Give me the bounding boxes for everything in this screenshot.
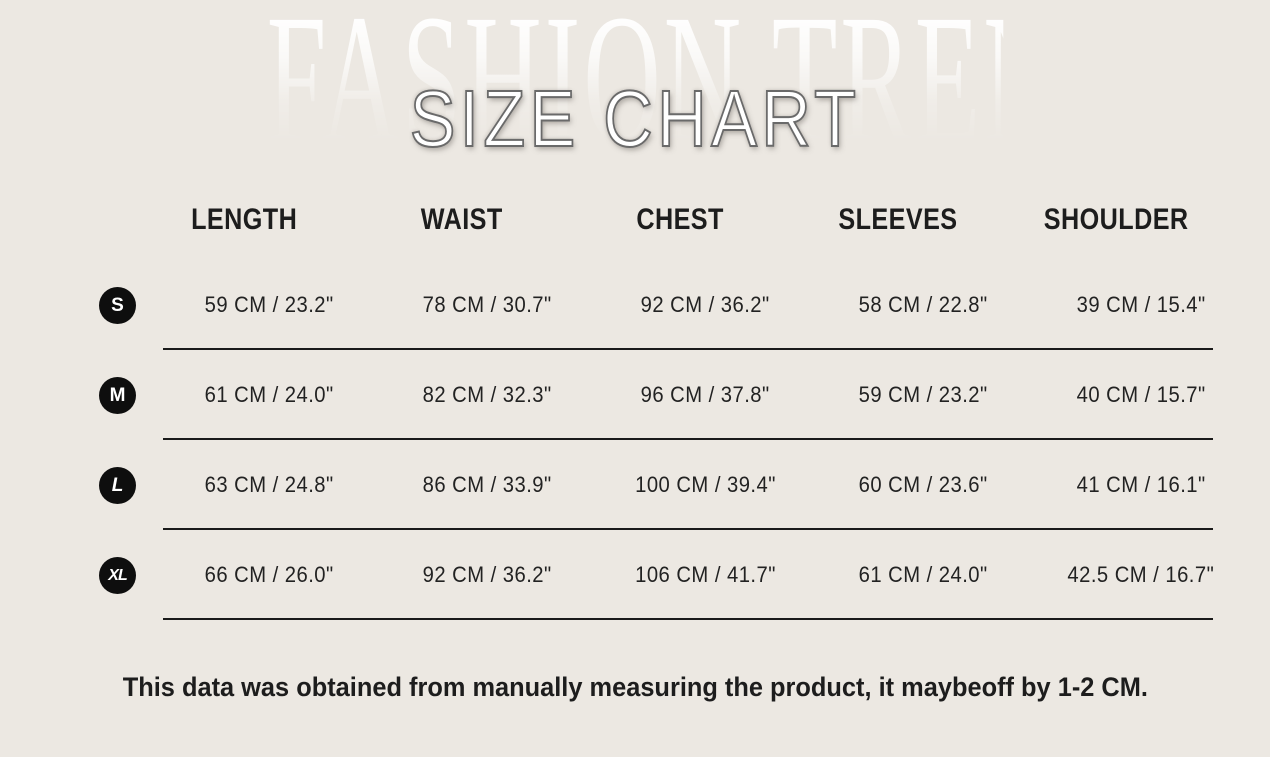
measurement-note: This data was obtained from manually mea… [122,672,1148,702]
cell-m-length: 61 CM / 24.0" [204,382,334,407]
size-table-body: S 59 CM / 23.2" 78 CM / 30.7" 92 CM / 36… [0,260,1270,620]
cell-l-length: 63 CM / 24.8" [204,472,334,497]
cell-m-sleeves: 59 CM / 23.2" [858,382,988,407]
column-header-waist: WAIST [421,203,503,236]
column-header-shoulder: SHOULDER [1043,203,1189,236]
row-divider [163,618,1213,620]
page-title: SIZE CHART [409,74,861,163]
cell-xl-chest: 106 CM / 41.7" [634,562,776,587]
size-badge-xl: XL [99,557,136,594]
size-badge-m: M [99,377,136,414]
cell-xl-waist: 92 CM / 36.2" [422,562,552,587]
cell-s-length: 59 CM / 23.2" [204,292,334,317]
row-cells: 63 CM / 24.8" 86 CM / 33.9" 100 CM / 39.… [160,440,1250,530]
row-cells: 59 CM / 23.2" 78 CM / 30.7" 92 CM / 36.2… [160,260,1250,350]
table-row-s: S 59 CM / 23.2" 78 CM / 30.7" 92 CM / 36… [0,260,1270,350]
cell-l-waist: 86 CM / 33.9" [422,472,552,497]
cell-l-chest: 100 CM / 39.4" [634,472,776,497]
cell-s-chest: 92 CM / 36.2" [640,292,770,317]
table-row-l: L 63 CM / 24.8" 86 CM / 33.9" 100 CM / 3… [0,440,1270,530]
row-divider [163,348,1213,350]
cell-xl-sleeves: 61 CM / 24.0" [858,562,988,587]
size-badge-l: L [99,467,136,504]
column-header-sleeves: SLEEVES [838,203,958,236]
cell-l-shoulder: 41 CM / 16.1" [1076,472,1206,497]
cell-l-sleeves: 60 CM / 23.6" [858,472,988,497]
row-divider [163,528,1213,530]
cell-s-shoulder: 39 CM / 15.4" [1076,292,1206,317]
row-cells: 66 CM / 26.0" 92 CM / 36.2" 106 CM / 41.… [160,530,1250,620]
table-row-xl: XL 66 CM / 26.0" 92 CM / 36.2" 106 CM / … [0,530,1270,620]
table-header-row: LENGTH WAIST CHEST SLEEVES SHOULDER [0,180,1270,260]
cell-m-shoulder: 40 CM / 15.7" [1076,382,1206,407]
row-cells: 61 CM / 24.0" 82 CM / 32.3" 96 CM / 37.8… [160,350,1250,440]
cell-m-waist: 82 CM / 32.3" [422,382,552,407]
column-header-chest: CHEST [636,203,724,236]
cell-s-sleeves: 58 CM / 22.8" [858,292,988,317]
row-divider [163,438,1213,440]
size-badge-s: S [99,287,136,324]
cell-xl-shoulder: 42.5 CM / 16.7" [1067,562,1215,587]
column-header-length: LENGTH [190,203,298,236]
cell-m-chest: 96 CM / 37.8" [640,382,770,407]
table-row-m: M 61 CM / 24.0" 82 CM / 32.3" 96 CM / 37… [0,350,1270,440]
cell-s-waist: 78 CM / 30.7" [422,292,552,317]
cell-xl-length: 66 CM / 26.0" [204,562,334,587]
